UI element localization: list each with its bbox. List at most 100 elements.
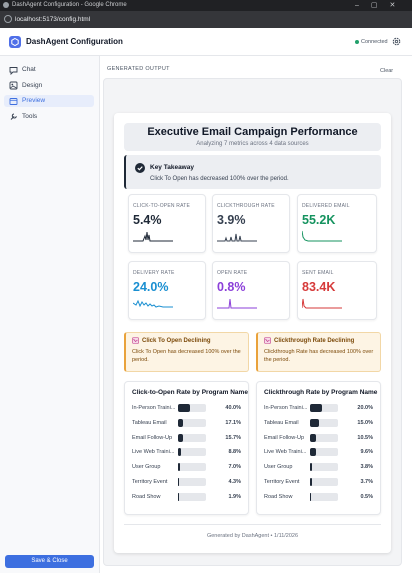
bar-track [310, 418, 338, 427]
chart-card [124, 381, 249, 515]
bar [310, 478, 313, 486]
bar-value: 1.9% [228, 493, 241, 500]
bar [178, 492, 179, 501]
sparkline [217, 298, 257, 309]
bar [178, 463, 181, 472]
alert-icon [132, 337, 139, 344]
bar-label: Email Follow-Up [264, 434, 305, 441]
alert-card [256, 332, 381, 372]
metric-card [128, 261, 206, 320]
bar [310, 448, 316, 457]
metric-label: DELIVERED EMAIL [302, 203, 350, 209]
bar-label: In-Person Traini... [132, 405, 176, 411]
url[interactable]: localhost:5173/config.html [15, 16, 91, 23]
metric-card [128, 194, 206, 253]
nav-item[interactable]: Chat [22, 66, 36, 73]
nav-item-active-bg[interactable] [4, 95, 94, 107]
takeaway-icon [135, 163, 145, 173]
metric-label: SENT EMAIL [302, 270, 334, 276]
report-header [124, 123, 381, 151]
site-info-icon[interactable] [4, 15, 12, 23]
bar-value: 20.0% [357, 405, 373, 411]
footer-divider [124, 524, 381, 525]
metric-label: CLICK-TO-OPEN RATE [133, 203, 191, 209]
nav-item[interactable]: Preview [22, 97, 46, 104]
bar-label: Live Web Traini... [132, 449, 175, 456]
app-title: DashAgent Configuration [26, 37, 123, 46]
save-button[interactable]: Save & Close [5, 555, 94, 568]
bar [310, 404, 322, 412]
bar-value: 0.5% [360, 493, 373, 500]
bar-track [178, 404, 206, 412]
bar-value: 9.6% [360, 449, 373, 456]
alert-card [124, 332, 249, 372]
metric-value: 5.4% [133, 213, 162, 227]
metric-value: 83.4K [302, 280, 336, 294]
bar-track [178, 418, 206, 427]
metric-card [212, 261, 290, 320]
bar-label: Territory Event [132, 479, 168, 485]
section-heading: GENERATED OUTPUT [107, 66, 170, 72]
sparkline [133, 231, 173, 242]
status-dot [355, 40, 359, 44]
sparkline [302, 298, 342, 309]
bar-track [310, 492, 338, 501]
chart-title: Clickthrough Rate by Program Name [264, 389, 378, 396]
logo [9, 36, 21, 48]
clear-button[interactable]: Clear [380, 68, 394, 74]
bar-track [178, 463, 206, 472]
settings-button[interactable] [392, 37, 401, 46]
bar-label: User Group [264, 464, 293, 471]
bar-label: Road Show [132, 493, 161, 500]
window-controls[interactable]: –▢✕ [355, 2, 408, 9]
alert-icon [264, 337, 271, 344]
app-header [0, 28, 412, 56]
bar-track [310, 448, 338, 457]
bar-label: Email Follow-Up [132, 434, 173, 441]
metric-label: OPEN RATE [217, 270, 248, 276]
bar-label: Tableau Email [264, 419, 299, 426]
title-bar [0, 0, 412, 11]
bar-track [310, 433, 338, 442]
status: Connected [361, 39, 388, 45]
nav-item[interactable]: Design [22, 81, 43, 89]
bar-value: 15.0% [357, 419, 373, 426]
report-subtitle: Analyzing 7 metrics across 4 data source… [196, 141, 309, 147]
nav-icon [9, 66, 18, 75]
bar [178, 433, 183, 442]
sparkline [133, 299, 173, 308]
metric-label: DELIVERY RATE [133, 270, 175, 276]
alert-text: Clickthrough Rate has decreased 100% ove… [264, 349, 374, 363]
bar-label: Tableau Email [132, 419, 167, 426]
takeaway [124, 155, 381, 189]
sparkline [217, 233, 257, 242]
bar-value: 10.5% [357, 434, 373, 441]
bar [178, 478, 180, 486]
bar-track [178, 478, 206, 486]
alert-text: Click To Open has decreased 100% over th… [132, 349, 241, 363]
alert-title: Click To Open Declining [142, 338, 211, 344]
takeaway-text: Click To Open has decreased 100% over th… [150, 176, 289, 182]
metric-label: CLICKTHROUGH RATE [217, 203, 275, 209]
metric-card [212, 194, 290, 253]
bar-value: 8.8% [228, 449, 241, 456]
bar-value: 7.0% [228, 464, 241, 471]
bar-value: 40.0% [225, 405, 241, 411]
address-bar [0, 11, 412, 28]
nav-item[interactable]: Tools [22, 112, 38, 120]
bar-label: Road Show [264, 493, 293, 500]
bar-label: User Group [132, 464, 161, 471]
alert-title: Clickthrough Rate Declining [274, 338, 355, 344]
footer: Generated by DashAgent • 1/11/2026 [206, 533, 299, 539]
bar-track [310, 463, 338, 472]
chart-card [256, 381, 381, 515]
bar [178, 404, 190, 412]
window-title: DashAgent Configuration - Google Chrome [12, 2, 127, 8]
bar-track [178, 433, 206, 442]
metric-value: 0.8% [217, 280, 246, 294]
bar-value: 15.7% [225, 434, 241, 441]
bar-value: 4.3% [228, 479, 241, 485]
bar-label: Territory Event [264, 479, 300, 485]
bar-label: Live Web Traini... [264, 449, 307, 456]
bar-value: 3.8% [360, 464, 373, 471]
